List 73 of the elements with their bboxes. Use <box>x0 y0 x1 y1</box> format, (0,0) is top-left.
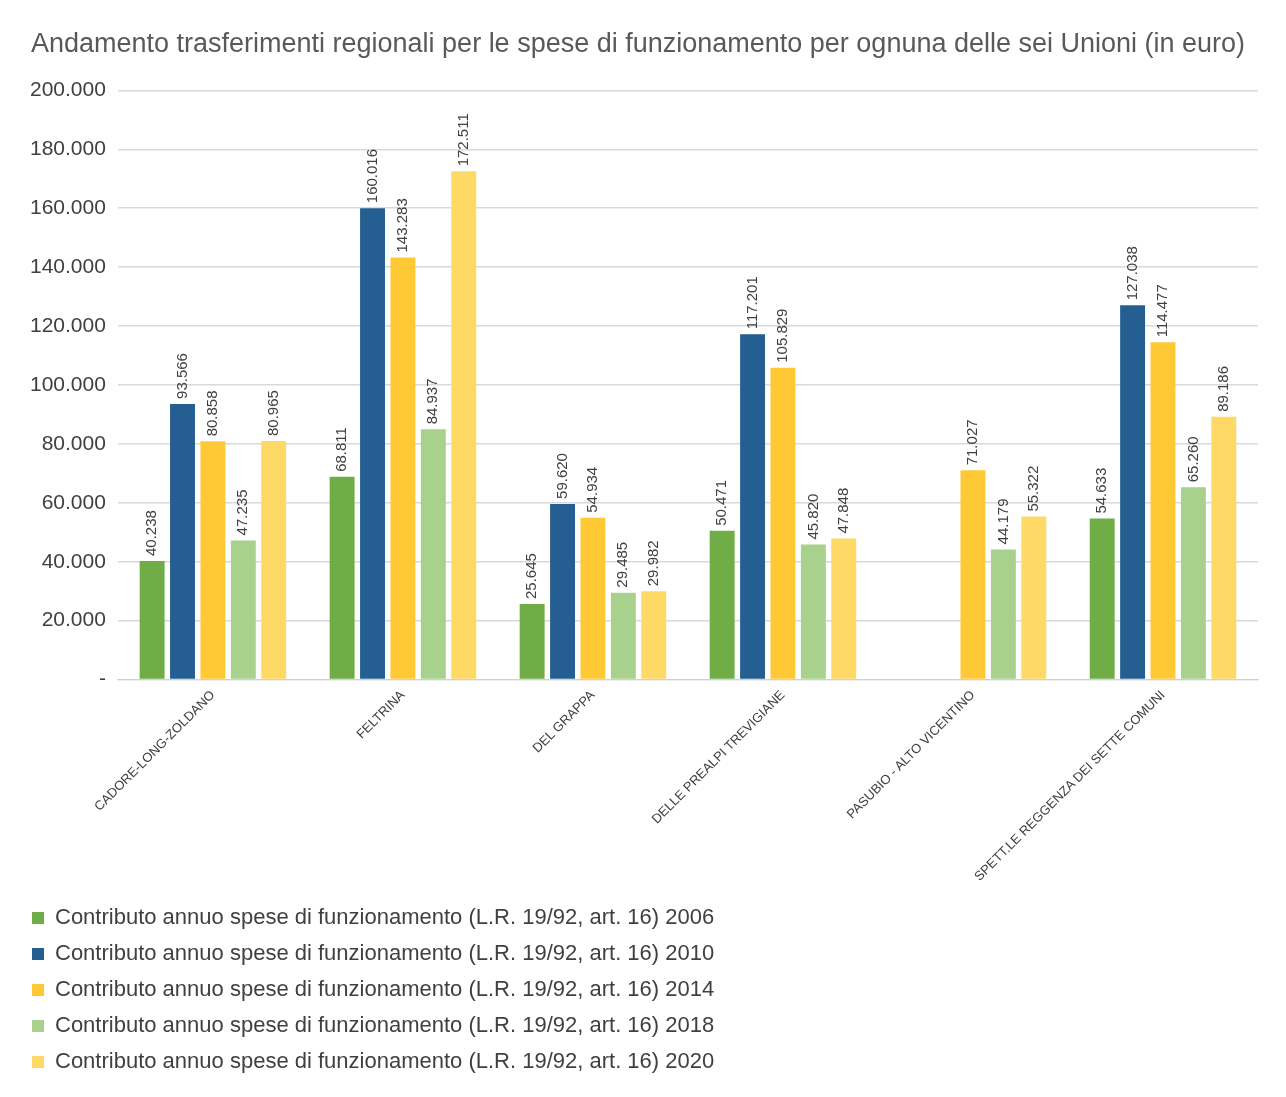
bar <box>390 257 416 679</box>
bar <box>740 334 766 679</box>
bar <box>139 561 165 679</box>
legend-label: Contributo annuo spese di funzionamento (L.R. 19/92, art. 16) 2006 <box>55 904 715 930</box>
bar <box>960 470 986 679</box>
bar <box>709 530 735 679</box>
legend-label: Contributo annuo spese di funzionamento (L.R. 19/92, art. 16) 2014 <box>55 976 715 1002</box>
data-label: 84.937 <box>423 378 441 425</box>
legend-label: Contributo annuo spese di funzionamento (L.R. 19/92, art. 16) 2010 <box>55 940 715 966</box>
y-tick-label: 20.000 <box>41 607 106 631</box>
bar <box>1180 487 1206 679</box>
data-label: 45.820 <box>803 493 821 540</box>
bar <box>550 503 576 679</box>
data-label: 59.620 <box>552 453 570 499</box>
data-label: 68.811 <box>332 427 350 472</box>
data-label: 71.027 <box>963 419 981 466</box>
data-label: 80.858 <box>203 390 221 437</box>
data-label: 65.260 <box>1183 436 1201 483</box>
bar <box>200 441 226 679</box>
data-label: 143.283 <box>393 198 411 253</box>
bar <box>329 476 355 679</box>
y-tick-label: 100.000 <box>29 371 106 395</box>
bar <box>261 441 287 679</box>
bar <box>519 604 545 679</box>
bar <box>1021 516 1047 679</box>
data-label: 55.322 <box>1023 465 1041 512</box>
data-label: 160.016 <box>362 148 380 204</box>
bar <box>1211 416 1237 679</box>
bar <box>230 540 256 679</box>
data-label: 54.934 <box>583 466 601 513</box>
y-tick-label: 160.000 <box>29 195 106 219</box>
y-tick-label: 40.000 <box>41 548 106 572</box>
legend-label: Contributo annuo spese di funzionamento (L.R. 19/92, art. 16) 2018 <box>55 1012 715 1038</box>
data-label: 105.829 <box>773 308 791 363</box>
bar <box>451 171 477 679</box>
bar <box>770 367 796 679</box>
bar <box>420 429 446 679</box>
y-tick-label: 80.000 <box>41 430 106 454</box>
bar <box>1150 342 1176 679</box>
y-tick-label: 200.000 <box>29 77 106 101</box>
data-label: 29.982 <box>643 540 661 587</box>
y-tick-label: 120.000 <box>29 312 106 336</box>
data-label: 40.238 <box>142 510 160 557</box>
data-label: 89.186 <box>1213 365 1231 412</box>
bar <box>170 403 195 679</box>
bar <box>360 208 385 679</box>
bar <box>610 592 636 679</box>
data-label: 25.645 <box>522 553 540 599</box>
y-tick-label: 180.000 <box>29 136 106 160</box>
data-label: 114.477 <box>1153 284 1171 338</box>
bar <box>1089 518 1115 679</box>
bar <box>641 591 667 679</box>
data-label: 50.471 <box>712 479 730 526</box>
data-label: 117.201 <box>742 276 760 330</box>
y-tick-label: - <box>98 666 106 690</box>
data-label: 29.485 <box>613 541 631 588</box>
data-label: 47.235 <box>233 489 251 536</box>
data-label: 127.038 <box>1122 246 1140 301</box>
bar <box>1120 305 1146 679</box>
bar <box>800 544 826 679</box>
data-label: 93.566 <box>172 353 190 399</box>
chart-title: Andamento trasferimenti regionali per le spese di funzionamento per ognuna delle sei Unioni (in euro) <box>30 27 1246 58</box>
y-tick-label: 140.000 <box>29 253 106 277</box>
data-label: 172.511 <box>453 113 471 167</box>
legend-label: Contributo annuo spese di funzionamento (L.R. 19/92, art. 16) 2020 <box>55 1048 715 1074</box>
bar <box>580 517 606 679</box>
data-label: 80.965 <box>263 390 281 437</box>
bar <box>990 549 1016 679</box>
data-label: 54.633 <box>1092 467 1110 514</box>
y-tick-label: 60.000 <box>41 489 106 513</box>
data-label: 47.848 <box>833 487 851 534</box>
data-label: 44.179 <box>993 498 1011 545</box>
bar <box>831 538 857 679</box>
